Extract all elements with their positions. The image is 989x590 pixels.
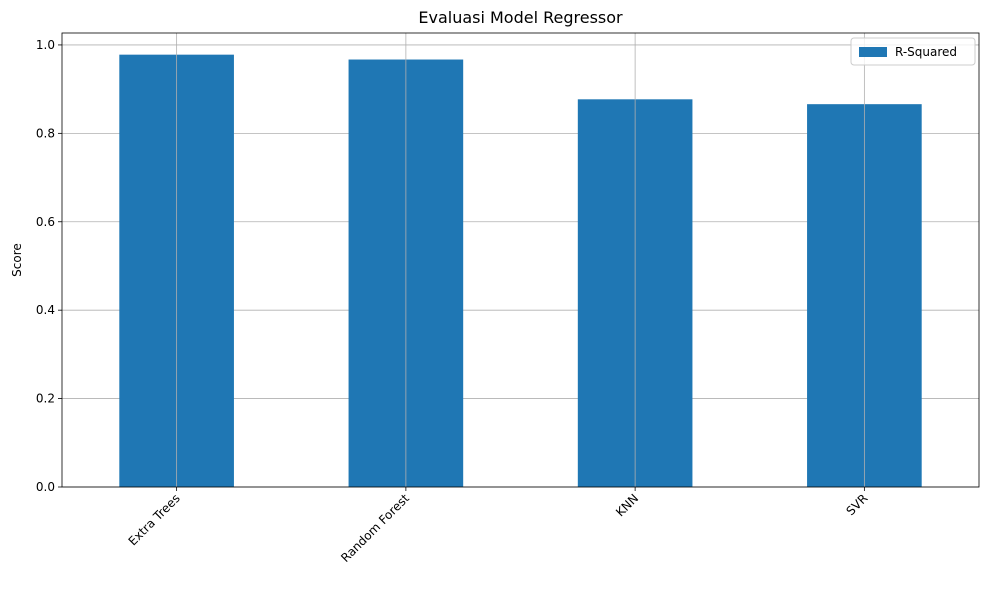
- bars-layer: [119, 54, 922, 488]
- x-tick-label: Random Forest: [338, 491, 412, 565]
- x-tick-label: SVR: [844, 491, 871, 518]
- y-tick-label: 0.2: [36, 392, 55, 406]
- y-tick-label: 0.8: [36, 126, 55, 140]
- y-tick-label: 1.0: [36, 38, 55, 52]
- plot-frame: [61, 32, 980, 488]
- y-tick-label: 0.0: [36, 480, 55, 494]
- y-tick-label: 0.6: [36, 215, 55, 229]
- legend-box: [850, 37, 976, 66]
- y-tick-label: 0.4: [36, 303, 55, 317]
- vgrid-layer: [176, 33, 865, 487]
- x-tick-label: Extra Trees: [126, 491, 183, 548]
- chart-title: Evaluasi Model Regressor: [418, 8, 623, 27]
- x-tick-label: KNN: [613, 491, 641, 519]
- y-axis-ticks: 0.0 0.2 0.4 0.6 0.8 1.0: [36, 38, 62, 494]
- legend: R-Squared: [850, 37, 976, 66]
- legend-label: R-Squared: [895, 45, 957, 59]
- legend-swatch: [859, 47, 887, 57]
- y-axis-label: Score: [10, 243, 24, 277]
- x-axis-ticks: Extra Trees Random Forest KNN SVR: [126, 487, 871, 565]
